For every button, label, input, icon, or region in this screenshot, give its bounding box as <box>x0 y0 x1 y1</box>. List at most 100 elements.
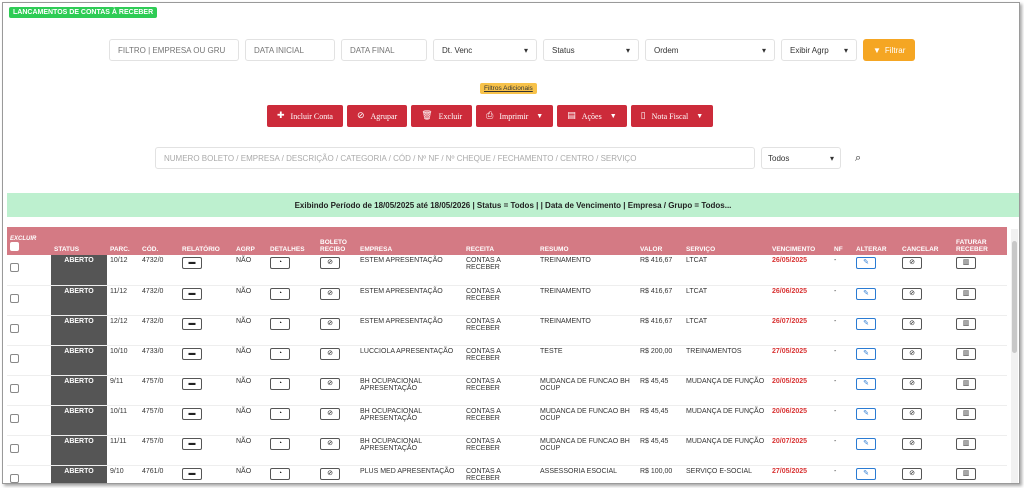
clock-icon[interactable]: ◔ <box>270 347 290 360</box>
edit-icon[interactable]: ✎ <box>856 437 876 450</box>
table-row[interactable]: ABERTO 10/11 4757/0 ▬ NÃO ◔ ⊘ BH OCUPACIONAL AP… <box>7 405 1007 436</box>
cancel-icon[interactable]: ⊘ <box>902 347 922 360</box>
folder-icon[interactable]: ▬ <box>182 347 202 360</box>
row-checkbox[interactable] <box>10 473 19 483</box>
header-resumo: RESUMO <box>540 246 569 253</box>
table-row[interactable]: ABERTO 9/10 4761/0 ▬ NÃO ◔ ⊘ PLUS MED APRESENTA… <box>7 465 1007 483</box>
table-row[interactable]: ABERTO 10/12 4732/0 ▬ NÃO ◔ ⊘ ESTEM APRESENTAÇÃ… <box>7 255 1007 286</box>
group-button[interactable]: ⊘ Agrupar <box>346 105 408 127</box>
barcode-icon[interactable]: ▥ <box>956 257 976 269</box>
ban-icon[interactable]: ⊘ <box>320 347 340 360</box>
row-checkbox[interactable] <box>10 293 19 303</box>
resumo-cell: TESTE <box>537 345 637 376</box>
table-row[interactable]: ABERTO 12/12 4732/0 ▬ NÃO ◔ ⊘ ESTEM APRESENTAÇÃ… <box>7 315 1007 346</box>
edit-cell: ✎ <box>853 285 899 316</box>
ban-icon[interactable]: ⊘ <box>320 437 340 450</box>
cancel-icon[interactable]: ⊘ <box>902 287 922 300</box>
invoice-button[interactable]: ▯ Nota Fiscal ▼ <box>630 105 714 127</box>
vertical-scrollbar[interactable] <box>1011 229 1018 483</box>
extra-filters-button[interactable]: Filtros Adicionais <box>480 83 537 94</box>
row-checkbox[interactable] <box>10 443 19 453</box>
folder-icon[interactable]: ▬ <box>182 407 202 420</box>
barcode-icon[interactable]: ▥ <box>956 407 976 420</box>
company-filter-input[interactable] <box>109 39 239 61</box>
edit-icon[interactable]: ✎ <box>856 467 876 480</box>
status-badge: ABERTO <box>51 285 107 316</box>
ban-icon[interactable]: ⊘ <box>320 407 340 420</box>
table-row[interactable]: ABERTO 10/10 4733/0 ▬ NÃO ◔ ⊘ LUCCIOLA APRESENT… <box>7 345 1007 376</box>
agrp-cell: NÃO <box>233 315 267 346</box>
barcode-icon[interactable]: ▥ <box>956 317 976 330</box>
clock-icon[interactable]: ◔ <box>270 377 290 390</box>
row-checkbox[interactable] <box>10 383 19 393</box>
print-button[interactable]: ⎙ Imprimir ▼ <box>476 105 554 127</box>
folder-icon[interactable]: ▬ <box>182 467 202 480</box>
barcode-icon[interactable]: ▥ <box>956 347 976 360</box>
folder-icon[interactable]: ▬ <box>182 377 202 390</box>
ban-icon[interactable]: ⊘ <box>320 287 340 300</box>
folder-icon[interactable]: ▬ <box>182 437 202 450</box>
order-select[interactable]: Ordem ▾ <box>645 39 775 61</box>
folder-icon[interactable]: ▬ <box>182 287 202 300</box>
cancel-icon[interactable]: ⊘ <box>902 257 922 269</box>
empresa-cell: ESTEM APRESENTAÇÃO <box>357 255 463 286</box>
row-checkbox[interactable] <box>10 263 19 272</box>
search-icon[interactable]: ⌕ <box>855 151 862 164</box>
table-row[interactable]: ABERTO 9/11 4757/0 ▬ NÃO ◔ ⊘ BH OCUPACIONAL APR… <box>7 375 1007 406</box>
start-date-input[interactable] <box>245 39 335 61</box>
filter-button[interactable]: ▼ Filtrar <box>863 39 916 61</box>
add-account-button[interactable]: ✚ Incluir Conta <box>267 105 343 127</box>
edit-icon[interactable]: ✎ <box>856 377 876 390</box>
select-all-checkbox[interactable] <box>10 242 19 251</box>
folder-icon[interactable]: ▬ <box>182 317 202 330</box>
resumo-cell: MUDANCA DE FUNCAO BH OCUP <box>537 405 637 436</box>
empresa-cell: LUCCIOLA APRESENTAÇÃO <box>357 345 463 376</box>
receivables-table: EXCLUIR STATUS PARC. CÓD. RELATÓRIO AGRP… <box>7 227 1007 483</box>
ban-icon[interactable]: ⊘ <box>320 317 340 330</box>
clock-icon[interactable]: ◔ <box>270 317 290 330</box>
date-type-select[interactable]: Dt. Venc ▾ <box>433 39 537 61</box>
clock-icon[interactable]: ◔ <box>270 437 290 450</box>
clock-icon[interactable]: ◔ <box>270 467 290 480</box>
cancel-icon[interactable]: ⊘ <box>902 377 922 390</box>
edit-icon[interactable]: ✎ <box>856 347 876 360</box>
clock-icon[interactable]: ◔ <box>270 407 290 420</box>
search-input[interactable]: NUMERO BOLETO / EMPRESA / DESCRIÇÃO / CA… <box>155 147 755 169</box>
row-checkbox[interactable] <box>10 353 19 363</box>
edit-icon[interactable]: ✎ <box>856 287 876 300</box>
bill-cell: ▥ <box>953 465 1007 483</box>
table-row[interactable]: ABERTO 11/11 4757/0 ▬ NÃO ◔ ⊘ BH OCUPACIONAL AP… <box>7 435 1007 466</box>
edit-icon[interactable]: ✎ <box>856 257 876 269</box>
barcode-icon[interactable]: ▥ <box>956 287 976 300</box>
folder-icon[interactable]: ▬ <box>182 257 202 269</box>
cancel-icon[interactable]: ⊘ <box>902 437 922 450</box>
barcode-icon[interactable]: ▥ <box>956 467 976 480</box>
edit-icon[interactable]: ✎ <box>856 407 876 420</box>
servico-cell: LTCAT <box>683 255 769 286</box>
valor-cell: R$ 200,00 <box>637 345 683 376</box>
cancel-icon[interactable]: ⊘ <box>902 317 922 330</box>
search-scope-select[interactable]: Todos ▾ <box>761 147 841 169</box>
barcode-icon[interactable]: ▥ <box>956 437 976 450</box>
group-select[interactable]: Exibir Agrp ▾ <box>781 39 857 61</box>
scrollbar-thumb[interactable] <box>1012 241 1017 353</box>
row-checkbox[interactable] <box>10 413 19 423</box>
clock-icon[interactable]: ◔ <box>270 257 290 269</box>
clock-icon[interactable]: ◔ <box>270 287 290 300</box>
delete-button[interactable]: 🗑 Excluir <box>411 105 473 127</box>
vencimento-cell: 27/05/2025 <box>769 465 831 483</box>
table-row[interactable]: ABERTO 11/12 4732/0 ▬ NÃO ◔ ⊘ ESTEM APRESENTAÇÃ… <box>7 285 1007 316</box>
ban-icon[interactable]: ⊘ <box>320 377 340 390</box>
status-select[interactable]: Status ▾ <box>543 39 639 61</box>
row-checkbox[interactable] <box>10 323 19 333</box>
barcode-icon[interactable]: ▥ <box>956 377 976 390</box>
cancel-icon[interactable]: ⊘ <box>902 407 922 420</box>
end-date-input[interactable] <box>341 39 427 61</box>
ban-icon[interactable]: ⊘ <box>320 467 340 480</box>
edit-icon[interactable]: ✎ <box>856 317 876 330</box>
actions-button[interactable]: ▤ Ações ▼ <box>557 105 627 127</box>
report-cell: ▬ <box>179 375 233 406</box>
cancel-icon[interactable]: ⊘ <box>902 467 922 480</box>
ban-icon[interactable]: ⊘ <box>320 257 340 269</box>
empresa-cell: ESTEM APRESENTAÇÃO <box>357 285 463 316</box>
